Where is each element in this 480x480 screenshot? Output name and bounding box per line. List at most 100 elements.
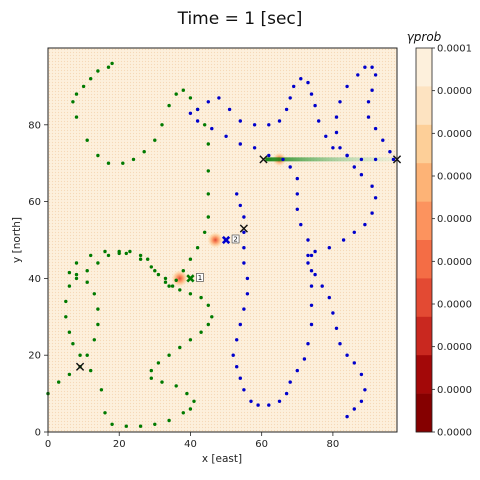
series-2-point: [295, 368, 299, 373]
series-1-point: [96, 153, 100, 158]
series-2-point: [238, 203, 242, 208]
agent-label: 1: [198, 274, 202, 282]
series-1-point: [149, 376, 153, 380]
series-2-point: [195, 107, 200, 112]
series-2-point: [299, 77, 303, 81]
agent-label: 2: [233, 236, 237, 244]
plot-frame: [47, 47, 398, 433]
series-2-point: [388, 150, 392, 154]
marker-stroke: [221, 235, 231, 245]
colorbar-band: [416, 124, 432, 164]
series-2-point: [242, 307, 246, 311]
series-1-point: [188, 338, 193, 342]
colorbar-label: 0.0000: [437, 129, 472, 140]
series-1-point: [206, 192, 210, 196]
series-2-point: [284, 391, 289, 396]
series-1-point: [178, 345, 182, 350]
chart-title: Time = 1 [sec]: [177, 9, 303, 29]
colorbar-label: 0.0000: [437, 214, 472, 225]
series-2-point: [306, 253, 310, 258]
series-1-point: [203, 230, 207, 234]
series-2-point: [295, 207, 299, 211]
series-2-point: [306, 261, 310, 265]
y-tick-label: 40: [28, 274, 41, 285]
series-1-point: [67, 284, 72, 288]
series-1-point: [106, 65, 111, 69]
series-2-point: [306, 80, 310, 85]
series-2-point: [338, 100, 342, 104]
series-1-point: [96, 307, 100, 311]
series-2-point: [331, 146, 335, 150]
colorbar-label: 0.0000: [437, 428, 472, 439]
colorbar-label: 0.0000: [437, 342, 472, 353]
series-1-point: [160, 380, 164, 384]
x-tick-label: 80: [327, 439, 340, 450]
marker-stroke: [186, 274, 195, 283]
series-2-point: [309, 269, 314, 273]
y-tick-label: 0: [35, 428, 41, 439]
colorbar-band: [416, 393, 432, 433]
series-2-point: [217, 96, 221, 100]
series-2-point: [324, 134, 328, 138]
series-1-point: [99, 388, 104, 392]
series-1-point: [131, 157, 136, 162]
colorbar-band: [416, 201, 432, 241]
series-2: [188, 65, 396, 419]
series-1-point: [110, 422, 114, 426]
series-2-point: [391, 157, 396, 162]
series-2-point: [334, 130, 339, 135]
x-tick-label: 20: [113, 439, 126, 450]
series-2-point: [224, 134, 228, 138]
series-2-point: [356, 73, 360, 77]
agent-label-box: [196, 273, 204, 282]
series-1-point: [74, 261, 79, 265]
colorbar-band: [416, 86, 432, 126]
series-2-point: [284, 107, 289, 112]
marker-3: [259, 155, 268, 164]
series-1-point: [206, 142, 210, 146]
series-2-point: [373, 157, 378, 162]
series-2-point: [366, 115, 371, 119]
colorbar-title: γprob: [407, 30, 442, 44]
series-1-point: [78, 353, 82, 357]
series-2-point: [313, 249, 317, 254]
series-1-point: [57, 380, 61, 384]
series-1-point: [96, 261, 100, 265]
series-1-point: [206, 169, 210, 173]
series-2-point: [370, 65, 374, 69]
series-2-point: [345, 84, 349, 89]
series-1-point: [85, 280, 89, 284]
trail-band: [265, 157, 397, 162]
series-layer: [46, 61, 396, 428]
colorbar-band: [416, 316, 432, 356]
series-2-point: [281, 157, 285, 162]
series-1-point: [174, 384, 178, 388]
series-1-point: [206, 303, 210, 307]
series-2-point: [288, 380, 292, 384]
plot-area: 12: [46, 47, 402, 433]
series-2-point: [242, 261, 246, 265]
series-1-point: [167, 103, 171, 108]
series-2-point: [295, 176, 299, 181]
series-1-point: [106, 253, 111, 258]
series-1-point: [203, 123, 207, 127]
series-1-point: [71, 100, 75, 104]
series-2-point: [309, 92, 314, 96]
series-2-point: [366, 100, 371, 104]
series-1-point: [178, 288, 182, 292]
x-tick-label: 40: [184, 439, 197, 450]
series-1-point: [149, 265, 153, 269]
series-1-point: [92, 338, 97, 342]
series-2-point: [306, 238, 310, 242]
series-2-point: [313, 103, 317, 108]
series-2-point: [277, 399, 282, 403]
series-1-point: [67, 270, 72, 275]
series-2-point: [359, 157, 364, 162]
series-2-point: [327, 295, 331, 300]
series-2-point: [252, 146, 257, 150]
series-1-point: [96, 69, 100, 73]
series-1-point: [163, 276, 168, 281]
series-2-point: [370, 184, 374, 188]
colorbar-band: [416, 278, 432, 318]
